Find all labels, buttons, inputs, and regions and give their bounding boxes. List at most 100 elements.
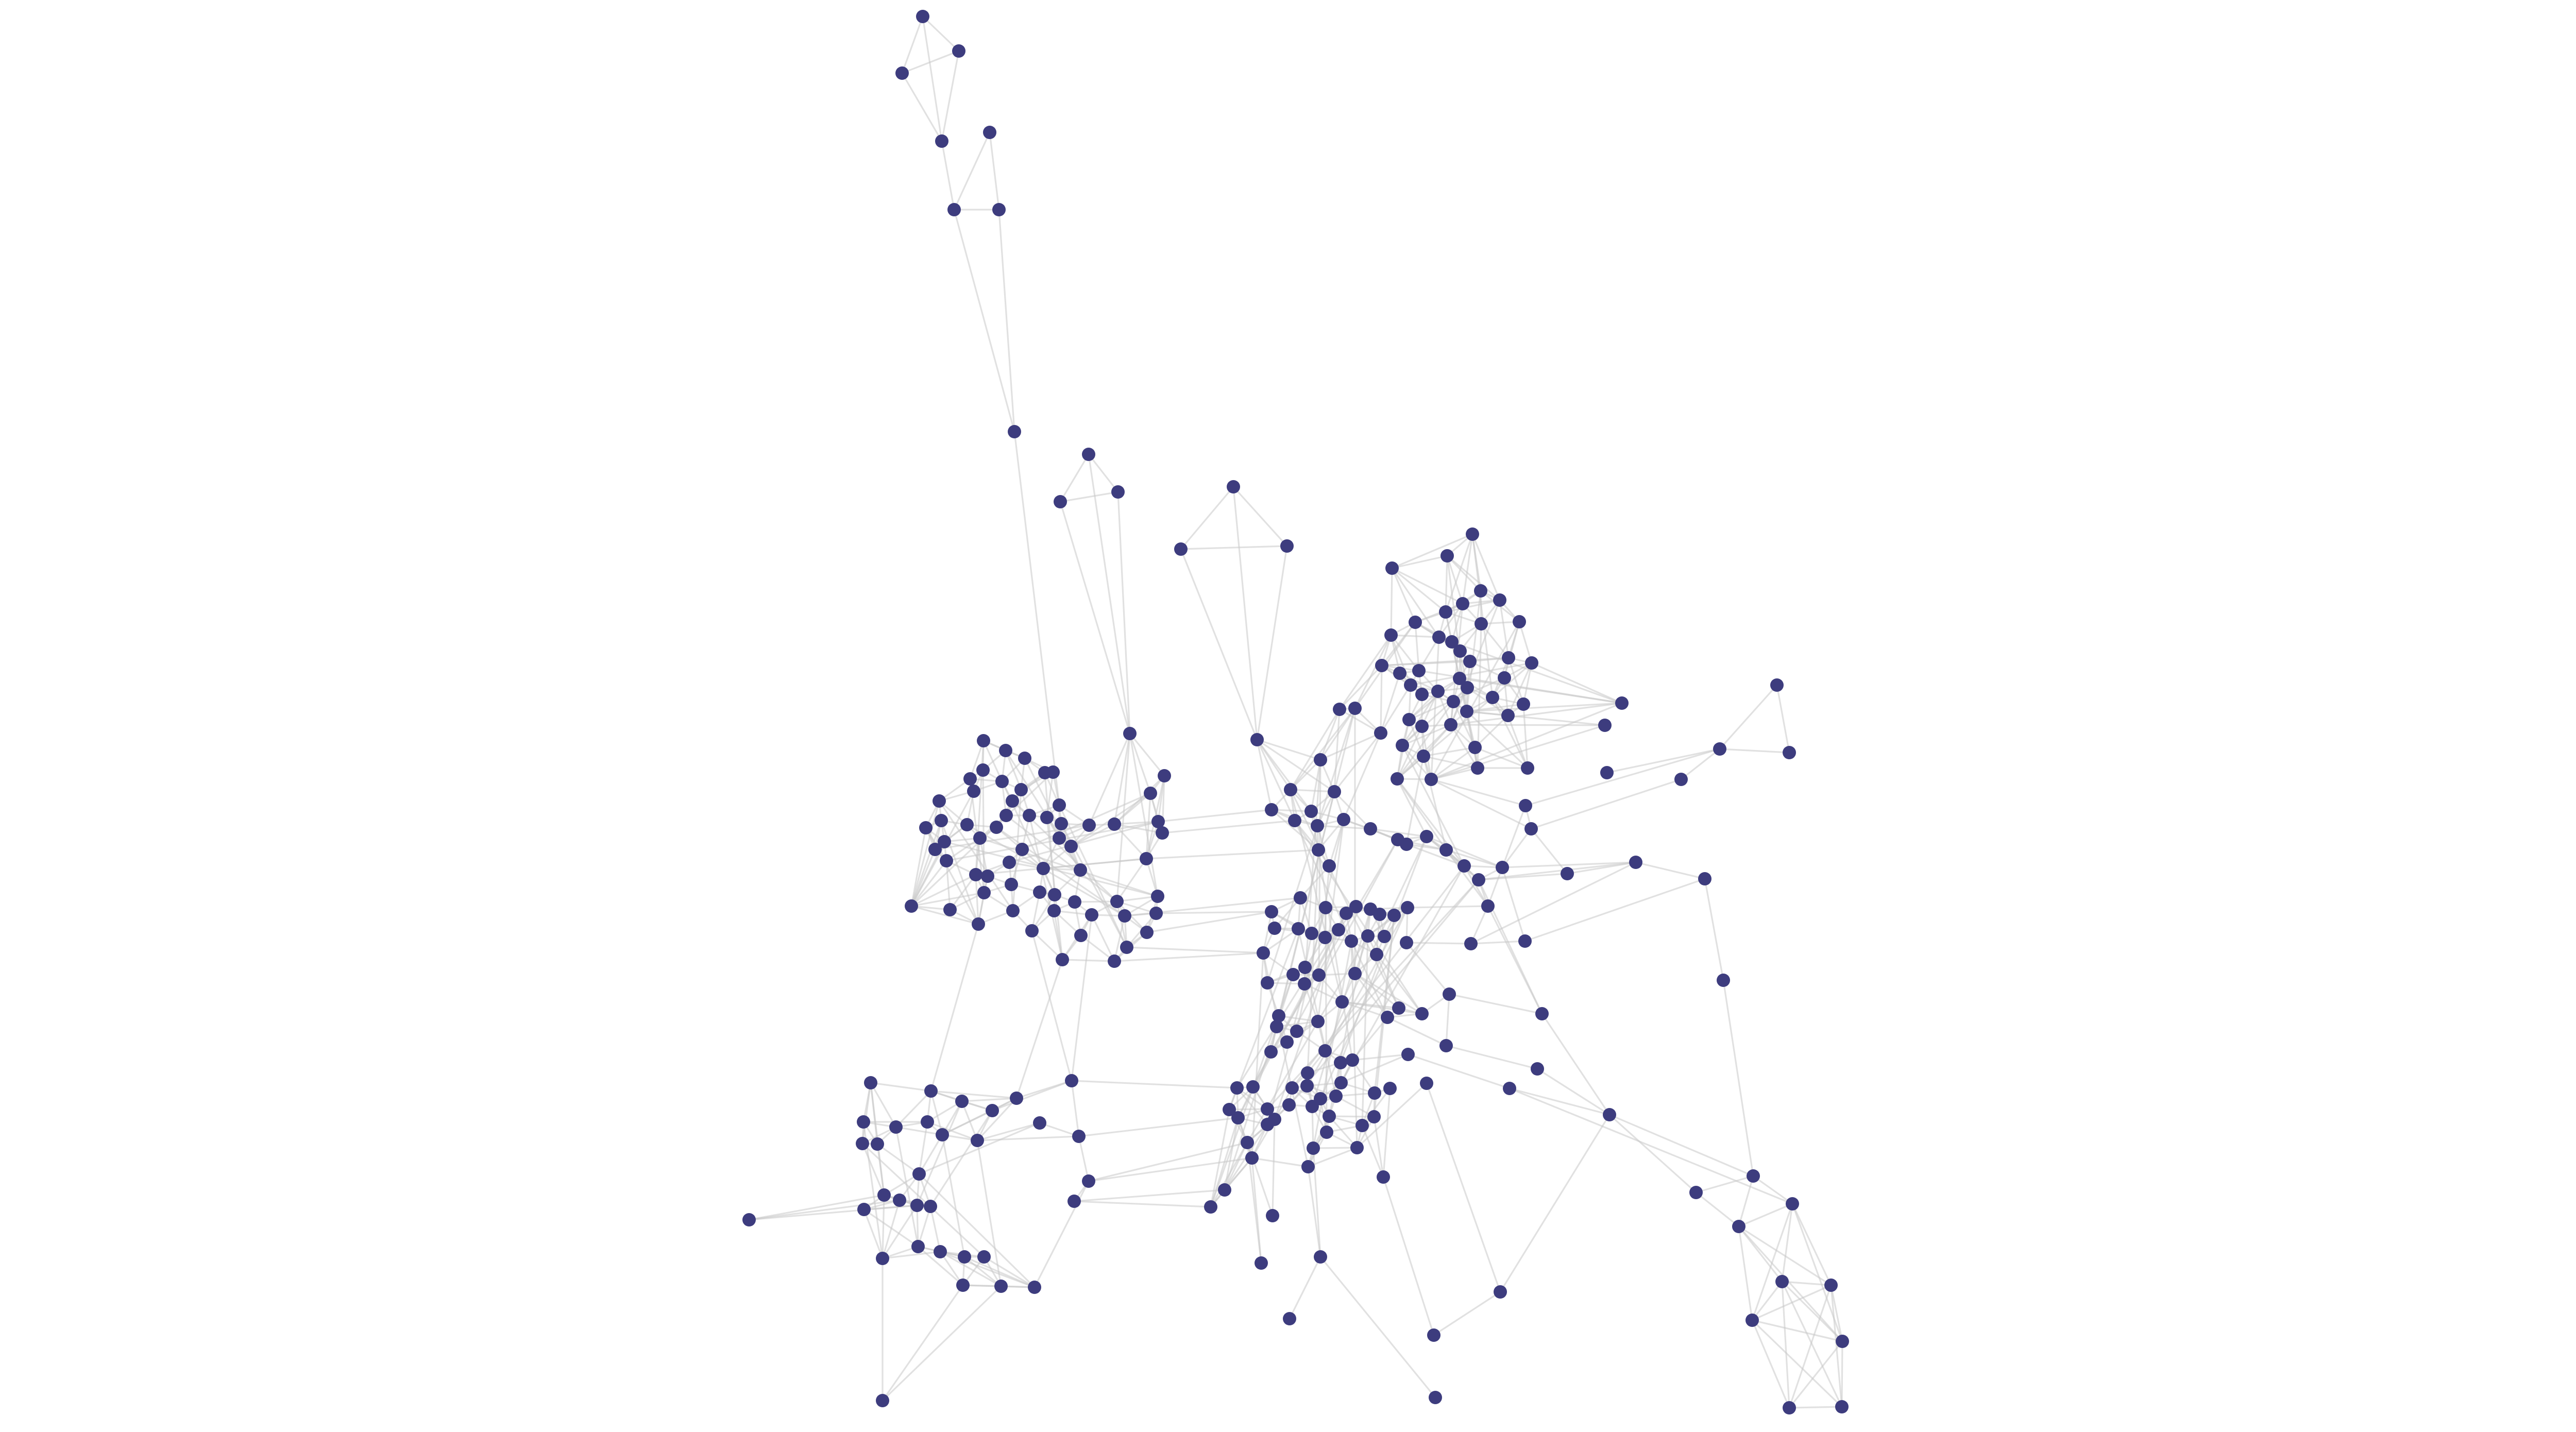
- graph-edge: [1333, 709, 1341, 792]
- graph-edge: [1289, 1256, 1321, 1319]
- graph-node: [1110, 895, 1124, 908]
- graph-edge: [1738, 1203, 1793, 1228]
- graph-node: [1040, 811, 1054, 824]
- graph-edge: [1312, 941, 1352, 1149]
- graph-edge: [1338, 635, 1392, 710]
- graph-edge: [1408, 1053, 1510, 1089]
- graph-node: [1055, 817, 1068, 830]
- graph-node: [1151, 815, 1165, 828]
- graph-edge: [989, 132, 1000, 210]
- graph-edge: [1088, 1141, 1248, 1182]
- graph-edge: [1738, 1225, 1832, 1286]
- graph-edge: [1060, 491, 1118, 503]
- graph-edge: [1480, 623, 1510, 659]
- graph-node: [1323, 859, 1336, 873]
- graph-edge: [1059, 501, 1131, 734]
- graph-node: [1046, 765, 1060, 779]
- graph-edge: [1471, 534, 1501, 601]
- graph-edge: [1781, 1281, 1790, 1408]
- graph-node: [1257, 946, 1270, 960]
- graph-node: [938, 835, 951, 848]
- graph-node: [928, 843, 942, 856]
- graph-edge: [882, 1285, 964, 1401]
- graph-edge: [1256, 739, 1296, 821]
- graph-node: [1028, 1281, 1041, 1294]
- graph-edge: [1518, 621, 1533, 663]
- graph-edge: [1422, 756, 1447, 850]
- graph-edge: [1308, 1147, 1358, 1168]
- graph-edge: [1288, 879, 1480, 1106]
- graph-node: [969, 868, 982, 881]
- graph-node: [1481, 899, 1495, 913]
- graph-node: [1493, 593, 1506, 607]
- graph-node: [1404, 678, 1417, 692]
- graph-node: [889, 1120, 903, 1134]
- graph-edge: [1028, 815, 1063, 960]
- graph-node: [1074, 863, 1087, 877]
- graph-node: [1319, 901, 1332, 914]
- graph-edge: [918, 1121, 928, 1174]
- graph-node: [1064, 840, 1078, 853]
- graph-node: [1074, 929, 1088, 942]
- graph-edge: [911, 905, 979, 925]
- graph-edge: [1408, 677, 1461, 721]
- graph-edge: [949, 874, 977, 910]
- graph-edge: [1502, 861, 1636, 868]
- graph-node: [1268, 1113, 1281, 1126]
- graph-node: [1006, 794, 1019, 808]
- graph-node: [1314, 1250, 1327, 1264]
- graph-edge: [1396, 726, 1423, 779]
- graph-node: [1025, 924, 1039, 937]
- graph-edge: [1830, 1285, 1843, 1407]
- graph-node: [1689, 1186, 1703, 1199]
- graph-edge: [911, 874, 976, 907]
- graph-edge: [930, 1090, 943, 1135]
- graph-edge: [1752, 1319, 1843, 1342]
- graph-node: [1320, 1126, 1333, 1139]
- graph-node: [1264, 1045, 1278, 1059]
- graph-edge: [1318, 759, 1321, 976]
- graph-node: [1370, 948, 1383, 961]
- graph-node: [1328, 785, 1341, 798]
- graph-edge: [882, 1200, 901, 1259]
- graph-edge: [1791, 1203, 1832, 1286]
- graph-edge: [930, 924, 979, 1092]
- graph-edge: [1474, 714, 1509, 748]
- graph-edge: [1487, 906, 1543, 1014]
- graph-node: [956, 1278, 970, 1292]
- graph-node: [1396, 739, 1409, 752]
- graph-edge: [998, 209, 1015, 432]
- graph-edge: [1426, 1083, 1501, 1292]
- graph-edge: [1267, 966, 1306, 984]
- graph-node: [1674, 773, 1688, 786]
- graph-edge: [1466, 702, 1622, 712]
- graph-edge: [861, 1143, 885, 1196]
- graph-edge: [1445, 534, 1473, 612]
- graph-node: [1272, 1009, 1285, 1022]
- graph-node: [1415, 688, 1429, 701]
- graph-node: [1283, 1312, 1296, 1325]
- graph-node: [1304, 805, 1318, 818]
- graph-edge: [1781, 1281, 1843, 1342]
- graph-node: [1400, 936, 1413, 949]
- graph-edge: [1470, 861, 1636, 945]
- graph-node: [1600, 766, 1614, 779]
- graph-edge: [1475, 746, 1528, 769]
- graph-edge: [1433, 1291, 1501, 1336]
- graph-edge: [1126, 946, 1264, 954]
- graph-node: [1603, 1108, 1616, 1121]
- graph-node: [1335, 995, 1349, 1009]
- graph-edge: [941, 141, 955, 210]
- graph-edge: [1180, 545, 1287, 550]
- graph-node: [1255, 1256, 1268, 1270]
- graph-edge: [1478, 861, 1636, 881]
- graph-edge: [1405, 756, 1425, 845]
- graph-edge: [1609, 1114, 1754, 1177]
- graph-edge: [1501, 828, 1532, 868]
- graph-edge: [1091, 914, 1115, 962]
- graph-node: [1383, 1082, 1397, 1095]
- graph-edge: [1445, 555, 1448, 612]
- graph-node: [1033, 1116, 1046, 1130]
- graph-edge: [940, 1251, 1035, 1288]
- graph-node: [1415, 720, 1429, 733]
